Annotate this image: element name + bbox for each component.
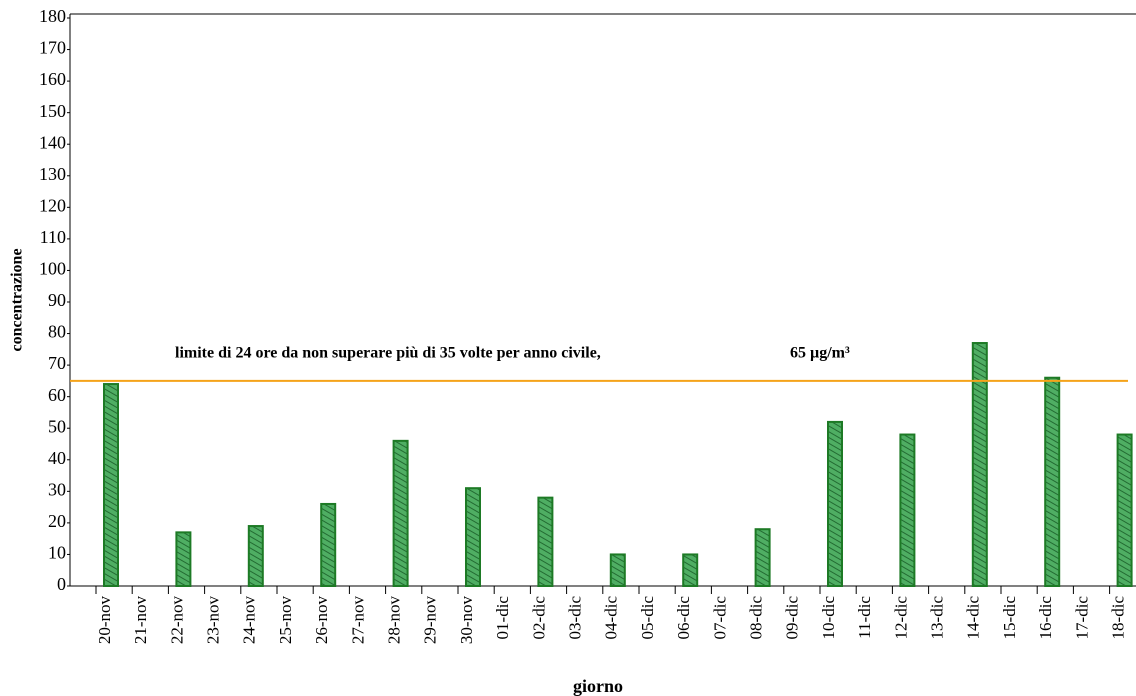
y-tick-label: 120 <box>39 195 66 215</box>
bar <box>103 383 119 587</box>
x-tick-label: 28-nov <box>385 596 404 645</box>
x-tick-label: 21-nov <box>131 596 150 645</box>
threshold-label: 65 µg/m³ <box>790 345 850 362</box>
x-axis-title: giorno <box>573 676 623 696</box>
bar <box>465 487 481 587</box>
y-tick-label: 40 <box>48 448 66 468</box>
bar <box>320 502 337 588</box>
bar <box>392 439 409 587</box>
x-tick-label: 06-dic <box>674 596 693 640</box>
y-tick-label: 160 <box>39 69 66 89</box>
y-tick-label: 130 <box>39 164 66 184</box>
x-tick-label: 17-dic <box>1072 596 1091 640</box>
bar <box>827 420 843 587</box>
bar <box>971 342 988 587</box>
y-tick-label: 70 <box>48 353 66 373</box>
bar <box>537 496 554 587</box>
x-tick-label: 07-dic <box>710 596 729 640</box>
y-tick-label: 20 <box>48 511 66 531</box>
bar <box>609 553 626 588</box>
annotation: limite di 24 ore da non superare più di … <box>175 345 601 362</box>
bar <box>754 528 771 588</box>
bar <box>1116 433 1133 587</box>
y-tick-label: 80 <box>48 322 66 342</box>
y-tick-label: 0 <box>57 574 66 594</box>
bar <box>899 433 916 587</box>
x-tick-label: 15-dic <box>1000 596 1019 640</box>
x-tick-label: 20-nov <box>95 596 114 645</box>
x-tick-label: 27-nov <box>348 596 367 645</box>
y-axis-title: concentrazione <box>9 248 26 351</box>
y-tick-label: 140 <box>39 132 66 152</box>
x-tick-label: 10-dic <box>819 596 838 640</box>
x-tick-label: 30-nov <box>457 596 476 645</box>
y-tick-label: 60 <box>48 385 66 405</box>
y-tick-label: 180 <box>39 6 66 26</box>
x-tick-label: 02-dic <box>529 596 548 640</box>
x-tick-label: 01-dic <box>493 596 512 640</box>
bar <box>682 553 699 588</box>
bar <box>175 531 192 587</box>
y-tick-label: 170 <box>39 38 66 58</box>
x-tick-label: 14-dic <box>964 596 983 640</box>
y-tick-label: 150 <box>39 101 66 121</box>
x-tick-label: 12-dic <box>891 596 910 640</box>
x-tick-label: 09-dic <box>783 596 802 640</box>
x-tick-label: 13-dic <box>928 596 947 640</box>
x-tick-label: 08-dic <box>747 596 766 640</box>
bar <box>247 525 264 587</box>
x-tick-label: 25-nov <box>276 596 295 645</box>
x-tick-label: 04-dic <box>602 596 621 640</box>
y-tick-label: 50 <box>48 416 66 436</box>
x-tick-label: 18-dic <box>1109 596 1128 640</box>
y-tick-label: 100 <box>39 259 66 279</box>
x-tick-label: 22-nov <box>167 596 186 645</box>
bar <box>1044 376 1061 587</box>
y-tick-label: 110 <box>40 227 66 247</box>
x-tick-label: 23-nov <box>204 596 223 645</box>
x-tick-label: 11-dic <box>855 596 874 639</box>
x-tick-label: 05-dic <box>638 596 657 640</box>
x-tick-label: 29-nov <box>421 596 440 645</box>
x-tick-label: 16-dic <box>1036 596 1055 640</box>
x-tick-label: 24-nov <box>240 596 259 645</box>
y-tick-label: 30 <box>48 479 66 499</box>
x-tick-label: 03-dic <box>566 596 585 640</box>
y-tick-label: 10 <box>48 543 66 563</box>
y-tick-label: 90 <box>48 290 66 310</box>
x-tick-label: 26-nov <box>312 596 331 645</box>
